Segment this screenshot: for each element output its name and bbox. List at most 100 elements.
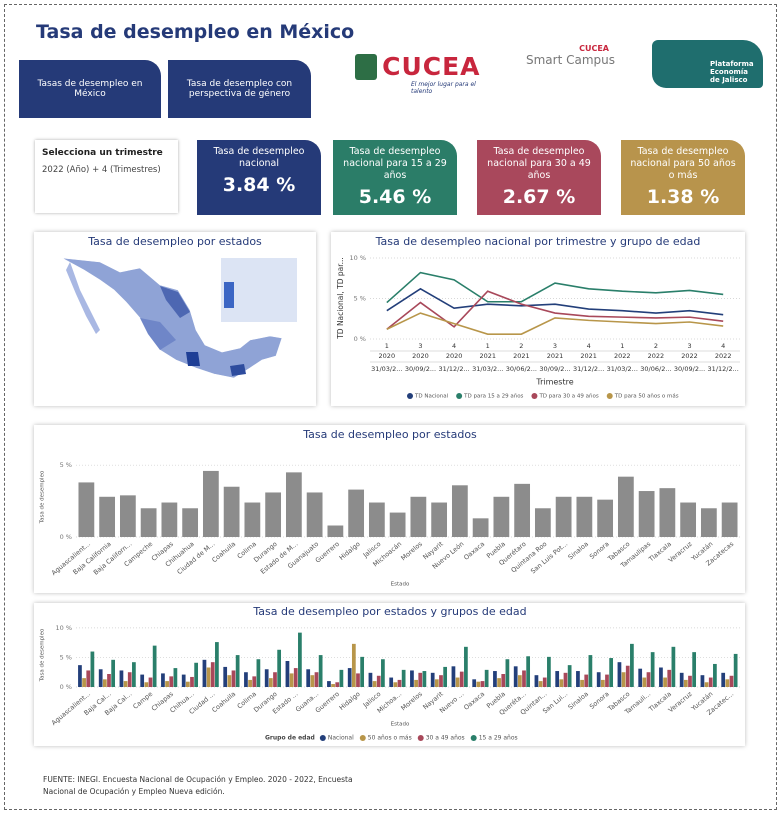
kpi-title: Tasa de desempleo nacional para 30 a 49 … [487, 146, 591, 181]
logo-tag: CUCEA [579, 44, 609, 53]
legend-marker [531, 393, 538, 399]
legend-label: TD para 15 a 29 años [463, 394, 523, 400]
bar [729, 675, 734, 687]
bar [90, 651, 95, 687]
slicer-value[interactable]: 2022 (Año) + 4 (Trimestres) [42, 165, 161, 175]
bar [285, 472, 302, 537]
bar [194, 662, 199, 687]
bar [227, 675, 232, 687]
legend-marker [407, 393, 413, 399]
bar [202, 470, 219, 537]
map [61, 257, 297, 379]
bar [223, 486, 240, 537]
bar [621, 672, 626, 687]
bar [99, 496, 116, 537]
bar [401, 669, 406, 687]
bar [181, 674, 186, 687]
bar [659, 488, 676, 537]
bar [78, 665, 82, 687]
x-tick-year: 2021 [580, 352, 597, 360]
bar [86, 670, 91, 687]
bar [161, 673, 165, 687]
bar [244, 502, 261, 537]
x-tick-date: 30/09/2... [539, 365, 570, 373]
bar [264, 669, 269, 687]
kpi-card: Tasa de desempleo nacional para 30 a 49 … [477, 140, 601, 215]
bar [148, 677, 153, 687]
x-tick-date: 31/12/2... [573, 365, 604, 373]
bar [443, 666, 448, 687]
bar [526, 656, 531, 687]
logo-text: CUCEA [382, 52, 481, 81]
frame [4, 4, 777, 810]
bar [617, 662, 622, 687]
bar [289, 673, 294, 687]
legend-label: 30 a 49 años [426, 735, 465, 742]
y-tick-label: 0 % [60, 533, 72, 541]
bar [248, 679, 252, 687]
bar [434, 679, 439, 687]
bar [713, 663, 717, 687]
bar [493, 671, 497, 687]
tab[interactable]: Tasa de desempleo con perspectiva de gén… [168, 60, 311, 118]
bar [430, 672, 435, 687]
bar [397, 679, 402, 687]
bar [410, 496, 427, 537]
bar [206, 667, 211, 687]
bar [721, 672, 726, 687]
tab[interactable]: Tasas de desempleo en México [19, 60, 161, 118]
x-tick-date: 30/09/2... [405, 365, 436, 373]
x-tick-date: 30/09/2... [674, 365, 705, 373]
bar [605, 674, 609, 687]
bar [318, 655, 323, 687]
y-tick-label: 5 % [60, 461, 72, 469]
legend-label: Nacional [328, 735, 354, 742]
bar [522, 670, 526, 687]
x-axis-label: Estado [391, 582, 410, 588]
bar [165, 681, 169, 687]
bar [356, 673, 360, 687]
bar [555, 671, 560, 687]
kpi-value: 5.46 % [358, 186, 432, 208]
legend-marker [319, 735, 326, 741]
y-tick-label: 0 % [60, 683, 72, 691]
x-tick-label: 1 [385, 342, 389, 350]
bar [235, 655, 240, 687]
series-line [386, 271, 724, 304]
bar [514, 483, 531, 537]
bar [679, 672, 684, 687]
legend-label: TD para 50 años o más [614, 393, 679, 400]
bar [161, 502, 178, 537]
bar [584, 674, 589, 687]
bar [667, 669, 672, 687]
slicer: Selecciona un trimestre 2022 (Año) + 4 (… [35, 140, 178, 213]
chart-title: Tasa de desempleo por estados [302, 428, 477, 441]
bar [513, 666, 518, 687]
bar [505, 659, 510, 687]
bar [82, 678, 86, 687]
bar [688, 675, 692, 687]
logo-tagline: El mejor lugar para el talento [411, 81, 476, 95]
bar [190, 676, 194, 687]
x-tick-date: 30/06/2... [640, 365, 671, 373]
bar [625, 665, 630, 687]
bar [725, 679, 730, 687]
bar [144, 682, 149, 687]
bar [642, 677, 647, 687]
y-axis-label: Tasa de desempleo [40, 470, 46, 524]
bar [493, 496, 510, 537]
kpi-title: Tasa de desempleo nacional para 15 a 29 … [343, 146, 447, 181]
bar [152, 645, 157, 687]
bar [127, 672, 132, 687]
y-tick-label: 0 % [354, 335, 366, 343]
x-tick-year: 2021 [513, 352, 530, 360]
bar [721, 502, 738, 537]
bar [393, 682, 398, 687]
bar [733, 653, 738, 687]
bar [310, 675, 315, 687]
bar [708, 677, 713, 687]
bar [256, 659, 261, 687]
bar [501, 674, 506, 687]
legend-label: 15 a 29 años [479, 735, 518, 742]
